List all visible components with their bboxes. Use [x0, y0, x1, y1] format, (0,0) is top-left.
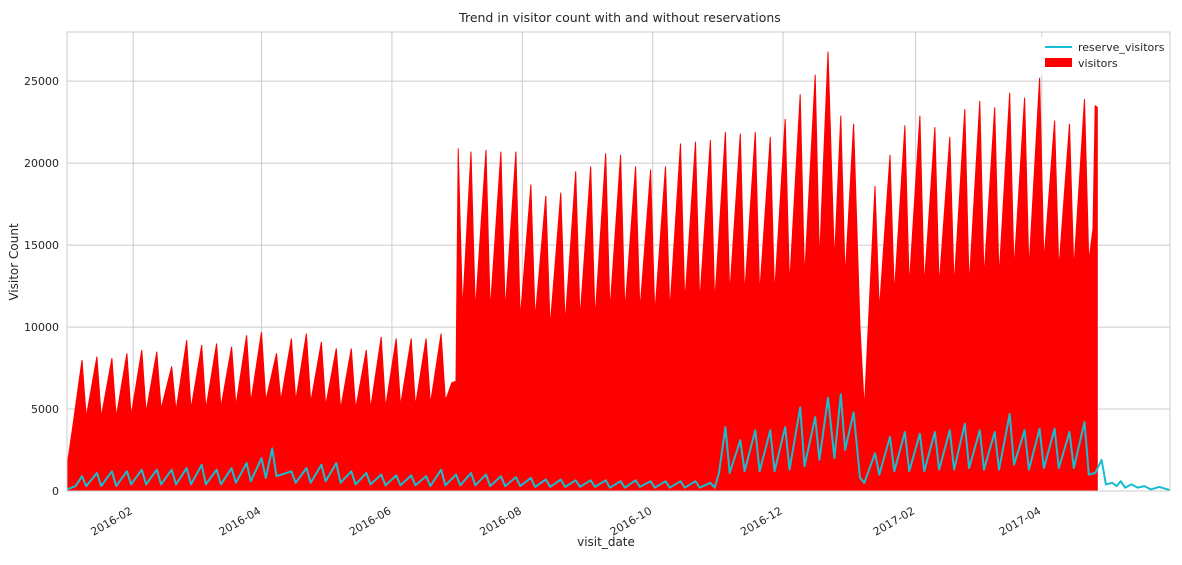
y-axis-label: Visitor Count — [7, 223, 21, 301]
legend-swatch-visitors — [1045, 58, 1072, 67]
x-axis-label: visit_date — [577, 535, 635, 549]
legend: reserve_visitors visitors — [1038, 37, 1165, 75]
y-tick-label: 20000 — [24, 157, 59, 170]
plot-frame — [66, 31, 1171, 492]
legend-box — [1038, 37, 1162, 75]
y-tick-label: 5000 — [31, 403, 59, 416]
chart-title: Trend in visitor count with and without … — [458, 10, 781, 25]
y-tick-label: 10000 — [24, 321, 59, 334]
y-tick-labels: 0 5000 10000 15000 20000 25000 — [24, 75, 59, 498]
reserve-visitors-line — [66, 393, 1171, 492]
legend-label-reserve-visitors: reserve_visitors — [1078, 41, 1165, 54]
series-layer — [66, 51, 1171, 492]
y-tick-label: 15000 — [24, 239, 59, 252]
y-tick-label: 0 — [52, 485, 59, 498]
visitors-area — [66, 51, 1098, 492]
legend-label-visitors: visitors — [1078, 57, 1118, 70]
y-tick-label: 25000 — [24, 75, 59, 88]
